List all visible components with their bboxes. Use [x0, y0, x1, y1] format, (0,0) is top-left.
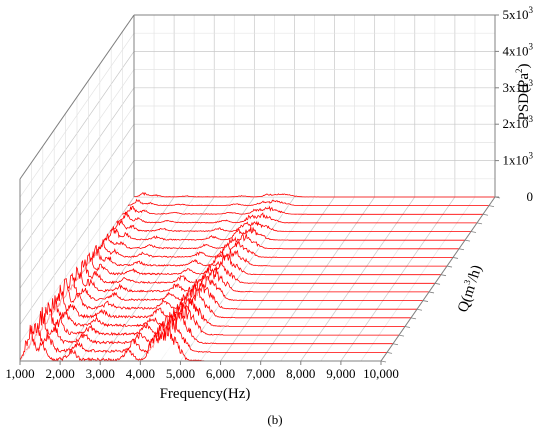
spectrum-trace: [85, 244, 447, 267]
flow-axis-line: [380, 196, 496, 362]
spectrum-trace: [134, 192, 495, 198]
frequency-axis-ticks: 1,000 2,000 3,000 4,000 5,000 6,000 7,000 8,000…: [5, 361, 399, 381]
spectrum-trace: [37, 302, 399, 336]
top-left-edge: [19, 14, 135, 180]
flow-tick-mark: [440, 274, 447, 277]
frequency-tick-label: 3,000: [86, 366, 115, 381]
flow-tick-mark: [476, 222, 483, 225]
flow-tick-mark: [446, 265, 453, 268]
spectrum-trace: [31, 307, 393, 345]
frequency-tick-label: 5,000: [166, 366, 195, 381]
frequency-tick-label: 4,000: [126, 366, 155, 381]
flow-tick-mark: [404, 326, 411, 328]
frequency-tick-label: 1,000: [5, 366, 34, 381]
psd-tick-label: 4x103: [503, 41, 534, 58]
spectrum-trace: [43, 295, 405, 328]
frequency-tick-label: 2,000: [45, 366, 74, 381]
flow-tick-mark: [458, 248, 465, 251]
frequency-tick-label: 7,000: [246, 366, 275, 381]
grid-line: [340, 196, 456, 362]
grid-line: [220, 196, 335, 362]
spectrum-trace: [25, 315, 387, 354]
axes-layer: [19, 14, 496, 362]
flow-tick-mark: [386, 351, 393, 354]
grid-line: [260, 196, 375, 362]
flow-tick-mark: [470, 231, 477, 233]
spectrum-trace: [103, 226, 465, 241]
flow-tick-mark: [434, 282, 441, 285]
flow-tick-mark: [422, 300, 429, 302]
grid-line: [320, 196, 436, 362]
flow-tick-mark: [380, 360, 387, 363]
flow-tick-mark: [482, 213, 489, 216]
psd-axis-ticks: 0 1x103 2x103 3x103 4x103 5x103: [495, 5, 534, 204]
frequency-tick-label: 10,000: [363, 366, 399, 381]
flow-tick-mark: [416, 308, 423, 311]
spectrum-trace: [97, 233, 459, 250]
flow-tick-mark: [410, 317, 417, 320]
flow-tick-mark: [494, 196, 501, 199]
spectrum-trace: [91, 239, 453, 258]
flow-tick-mark: [488, 205, 495, 208]
psd-tick-label: 1x103: [503, 151, 534, 168]
spectrum-trace: [79, 252, 441, 276]
figure-caption: (b): [267, 412, 283, 427]
frequency-tick-label: 6,000: [206, 366, 235, 381]
psd-tick-label: 2x103: [503, 114, 534, 131]
spectrum-trace: [109, 218, 471, 233]
frequency-tick-label: 9,000: [326, 366, 355, 381]
trace-fill: [98, 233, 459, 249]
trace-fill: [62, 274, 423, 301]
spectrum-trace: [61, 272, 423, 302]
psd-tick-label: 0: [527, 189, 534, 204]
flow-tick-mark: [452, 257, 459, 259]
psd-axis-label: PSD(Pa2): [514, 63, 532, 120]
grid-line: [280, 196, 396, 362]
spectrum-trace: [49, 284, 411, 319]
frequency-axis-label: Frequency(Hz): [160, 386, 251, 402]
psd-tick-label: 3x103: [503, 78, 534, 95]
flow-tick-mark: [464, 239, 471, 242]
spectrum-trace: [67, 266, 429, 293]
grid-line: [300, 196, 416, 362]
spectrum-trace: [115, 211, 477, 224]
grid-line: [240, 196, 355, 362]
flow-tick-mark: [428, 291, 435, 294]
trace-fill: [104, 226, 465, 241]
spectrum-trace: [127, 198, 489, 207]
spectrum-traces: [19, 192, 495, 362]
spectrum-trace: [55, 277, 417, 310]
flow-tick-mark: [392, 343, 399, 346]
spectrum-trace: [73, 259, 435, 285]
grid-line: [360, 196, 476, 362]
flow-tick-mark: [398, 334, 405, 337]
flow-axis-label: Q(m3/h): [453, 263, 485, 315]
spectrum-trace: [122, 205, 483, 215]
psd-tick-label: 5x103: [503, 5, 534, 22]
flow-axis-ticks: [380, 196, 501, 363]
frequency-tick-label: 8,000: [286, 366, 315, 381]
grid-line: [200, 196, 315, 362]
trace-fill: [122, 206, 483, 215]
